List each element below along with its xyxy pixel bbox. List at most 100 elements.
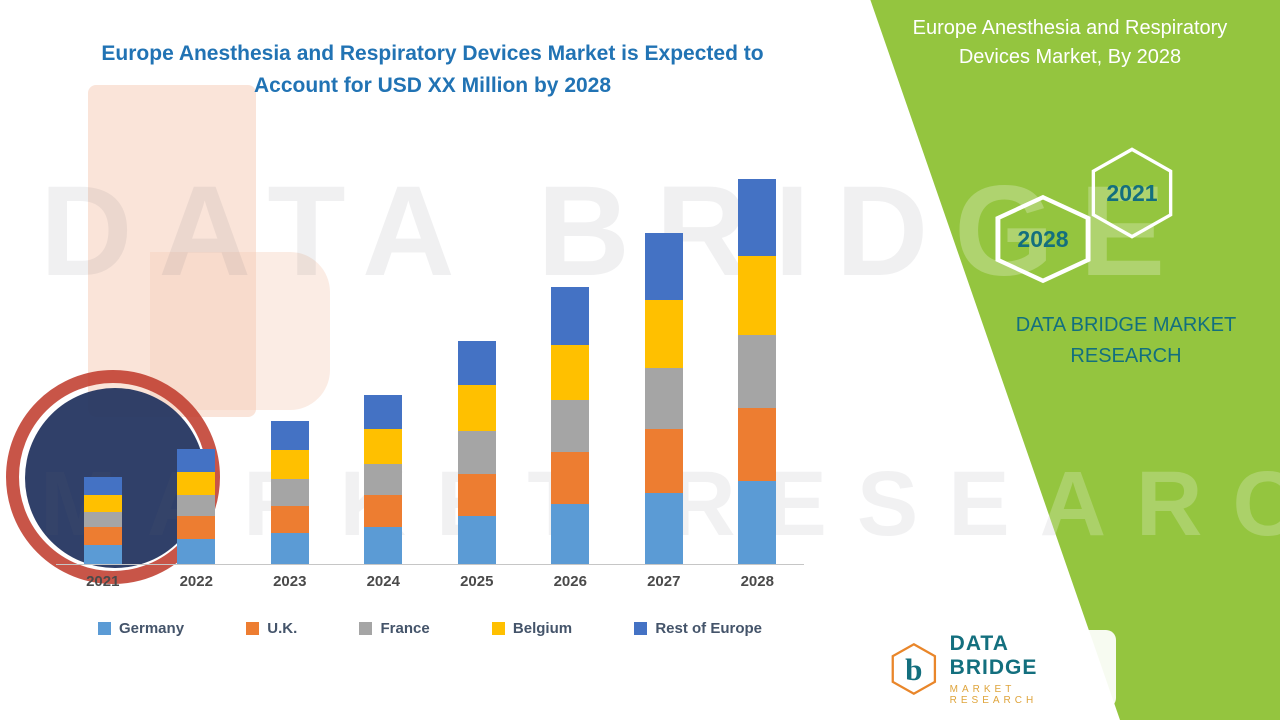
bar-segment-france — [738, 334, 777, 409]
legend-item-rest-of-europe: Rest of Europe — [634, 620, 762, 637]
bar-segment-belgium — [83, 494, 122, 513]
plot-area — [56, 178, 805, 565]
bar-stack — [83, 477, 122, 564]
bar-segment-rest-of-europe — [83, 477, 122, 495]
x-axis-labels: 2021 2022 2023 2024 2025 2026 2027 2028 — [56, 573, 804, 590]
legend-label-belgium: Belgium — [512, 620, 573, 637]
bar-stack — [364, 394, 403, 564]
bar-segment-france — [177, 494, 216, 516]
legend-label-france: France — [380, 620, 430, 637]
bar-group-2022 — [150, 180, 244, 564]
bar-segment-rest-of-europe — [177, 448, 216, 472]
bar-segment-belgium — [457, 384, 496, 432]
bar-stack — [270, 421, 309, 564]
bar-segment-germany — [364, 527, 403, 564]
bar-group-2021 — [56, 180, 150, 564]
bar-segment-belgium — [644, 300, 683, 368]
legend-swatch-rest-of-europe — [634, 622, 648, 635]
legend-label-germany: Germany — [119, 620, 185, 637]
legend: Germany U.K. France Belgium Rest of Europe — [56, 620, 804, 637]
legend-swatch-germany — [98, 622, 111, 635]
bar-segment-u-k — [644, 429, 683, 493]
legend-swatch-france — [359, 622, 373, 635]
bar-group-2023 — [243, 180, 337, 564]
bar-segment-u-k — [738, 408, 777, 482]
x-axis-label-2026: 2026 — [553, 573, 587, 590]
side-panel-heading: Europe Anesthesia and Respiratory Device… — [912, 17, 1228, 68]
bar-segment-rest-of-europe — [644, 232, 683, 301]
logo-b-glyph: b — [905, 652, 922, 687]
legend-item-belgium: Belgium — [491, 620, 573, 637]
hexagon-outline-icon — [995, 194, 1091, 284]
bar-segment-belgium — [738, 255, 777, 335]
bar-group-2028 — [711, 178, 805, 564]
legend-item-germany: Germany — [98, 620, 184, 637]
bar-segment-germany — [457, 515, 496, 564]
bar-segment-france — [83, 512, 122, 528]
x-axis-label-2024: 2024 — [366, 573, 400, 590]
bar-segment-belgium — [364, 429, 403, 464]
hexagon-year-2028: 2028 — [1017, 225, 1069, 252]
bar-segment-france — [364, 463, 403, 495]
x-axis-label-2027: 2027 — [647, 573, 681, 590]
bar-segment-u-k — [364, 494, 403, 528]
x-axis-label-2028: 2028 — [740, 573, 774, 590]
bar-segment-u-k — [270, 506, 309, 534]
x-axis-label-2022: 2022 — [179, 573, 213, 590]
bar-segment-germany — [83, 544, 122, 564]
bar-segment-rest-of-europe — [738, 178, 777, 256]
bar-stack — [177, 448, 216, 564]
side-panel-brand-text: DATA BRIDGE MARKET RESEARCH — [1015, 314, 1237, 367]
bar-segment-u-k — [83, 527, 122, 545]
legend-item-u-k: U.K. — [246, 620, 297, 637]
legend-label-u-k: U.K. — [267, 620, 298, 637]
hexagon-year-2021: 2021 — [1106, 179, 1158, 206]
x-axis-label-2025: 2025 — [460, 573, 494, 590]
bar-group-2025 — [430, 180, 524, 564]
bar-segment-germany — [270, 533, 309, 564]
x-axis-label-2023: 2023 — [273, 573, 307, 590]
bar-segment-rest-of-europe — [364, 394, 403, 430]
legend-swatch-u-k — [246, 622, 260, 635]
legend-label-rest-of-europe: Rest of Europe — [655, 620, 762, 637]
stacked-bar-chart: 2021 2022 2023 2024 2025 2026 2027 2028 Germany… — [56, 178, 805, 637]
bar-stack — [644, 232, 683, 564]
hexagon-outline-icon — [1091, 147, 1173, 239]
bar-group-2024 — [337, 180, 431, 564]
chart-title: Europe Anesthesia and Respiratory Device… — [101, 42, 764, 97]
bar-segment-germany — [551, 504, 590, 564]
legend-item-france: France — [359, 620, 430, 637]
footer-logo-text: DATA BRIDGE MARKET RESEARCH — [950, 632, 1102, 706]
footer-logo-tagline: MARKET RESEARCH — [949, 684, 1038, 706]
footer-logo-brand: DATA BRIDGE — [949, 632, 1038, 679]
footer-logo: b DATA BRIDGE MARKET RESEARCH — [876, 630, 1116, 708]
bar-group-2027 — [617, 180, 711, 564]
bar-segment-france — [551, 400, 590, 453]
bar-stack — [551, 286, 590, 564]
bar-segment-belgium — [551, 344, 590, 401]
bar-stack — [738, 178, 777, 564]
bar-segment-belgium — [270, 450, 309, 480]
bar-segment-u-k — [457, 473, 496, 516]
hexagon-badge-2028: 2028 — [994, 194, 1092, 284]
bar-segment-france — [644, 367, 683, 430]
bar-segment-france — [270, 479, 309, 507]
bar-stack — [457, 340, 496, 564]
bar-segment-germany — [177, 539, 216, 564]
bar-segment-u-k — [551, 452, 590, 505]
bar-segment-u-k — [177, 515, 216, 539]
x-axis-label-2021: 2021 — [86, 573, 120, 590]
bar-segment-germany — [644, 492, 683, 564]
bar-segment-rest-of-europe — [551, 286, 590, 345]
bar-segment-france — [457, 431, 496, 474]
legend-swatch-belgium — [491, 622, 505, 635]
bar-segment-germany — [738, 481, 777, 564]
hexagon-badge-2021: 2021 — [1090, 146, 1174, 240]
bar-segment-rest-of-europe — [270, 421, 309, 451]
data-bridge-logo-icon: b — [891, 642, 937, 696]
bar-group-2026 — [524, 180, 618, 564]
bar-segment-rest-of-europe — [457, 340, 496, 385]
bar-segment-belgium — [177, 471, 216, 495]
